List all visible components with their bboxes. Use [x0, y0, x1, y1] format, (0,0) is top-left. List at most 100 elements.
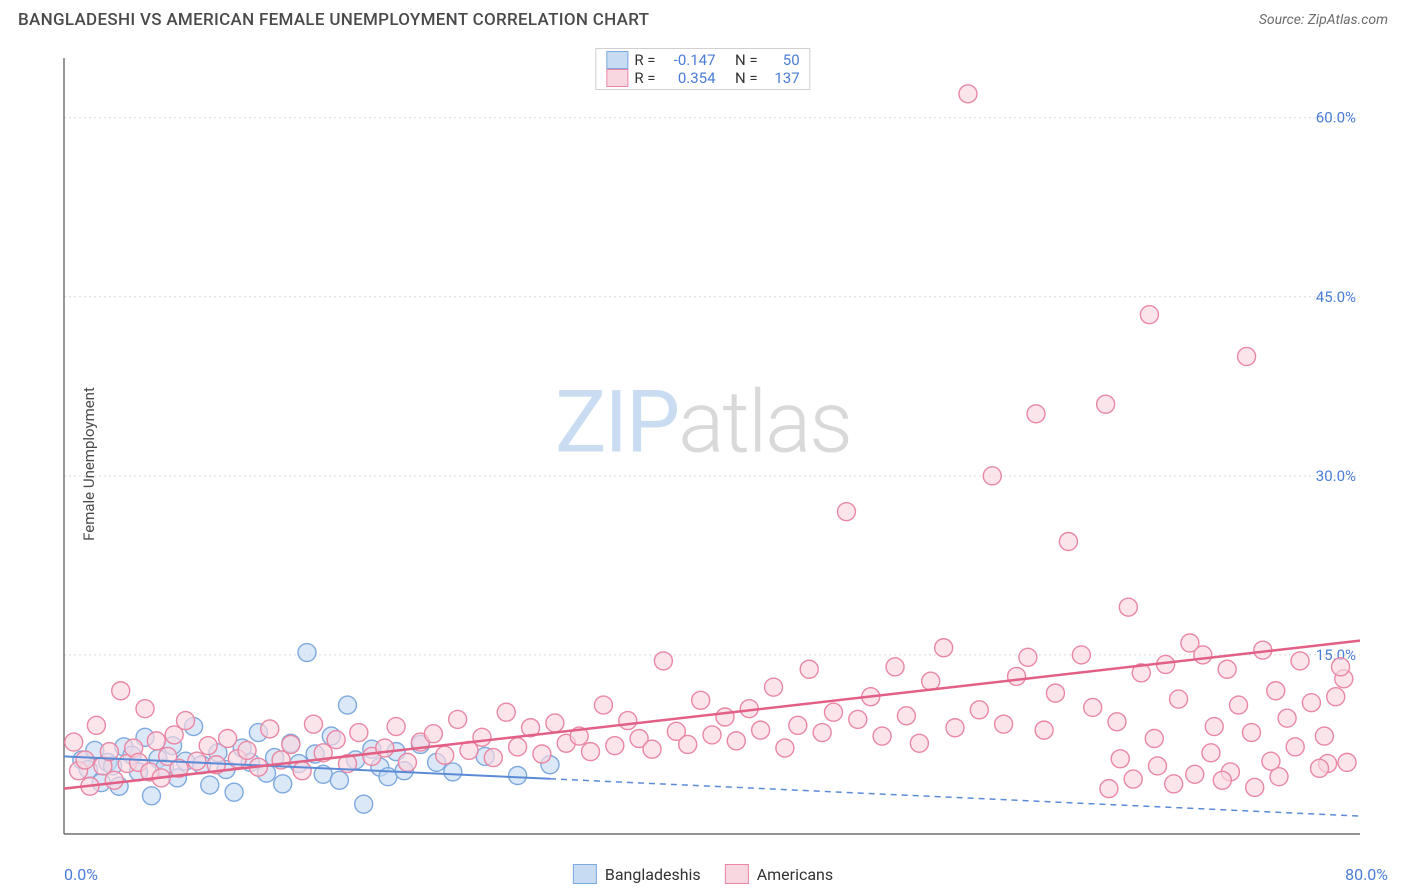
data-point: [1302, 694, 1320, 712]
source-attribution: Source: ZipAtlas.com: [1259, 12, 1388, 28]
data-point: [825, 703, 843, 721]
data-point: [1149, 757, 1167, 775]
data-point: [1097, 395, 1115, 413]
data-point: [449, 710, 467, 728]
legend-r-value: -0.147: [662, 51, 716, 69]
data-point: [1027, 405, 1045, 423]
data-point: [497, 703, 515, 721]
data-point: [1165, 775, 1183, 793]
data-point: [1124, 770, 1142, 788]
data-point: [619, 712, 637, 730]
legend-swatch: [606, 51, 628, 69]
data-point: [424, 725, 442, 743]
data-point: [225, 783, 243, 801]
data-point: [274, 775, 292, 793]
data-point: [606, 737, 624, 755]
correlation-legend: R =-0.147 N =50R =0.354 N =137: [595, 48, 810, 90]
data-point: [1230, 696, 1248, 714]
legend-n-value: 50: [764, 51, 800, 69]
data-point: [1035, 721, 1053, 739]
data-point: [65, 733, 83, 751]
data-point: [1291, 652, 1309, 670]
legend-swatch: [725, 864, 749, 884]
data-point: [327, 731, 345, 749]
data-point: [1072, 646, 1090, 664]
data-point: [350, 724, 368, 742]
data-point: [293, 762, 311, 780]
data-point: [1286, 738, 1304, 756]
data-point: [716, 708, 734, 726]
data-point: [1008, 667, 1026, 685]
data-point: [1119, 598, 1137, 616]
data-point: [1327, 688, 1345, 706]
data-point: [1238, 347, 1256, 365]
legend-series-label: Bangladeshis: [605, 865, 701, 884]
data-point: [765, 678, 783, 696]
legend-r-label: R =: [634, 51, 655, 69]
data-point: [776, 739, 794, 757]
legend-series-label: Americans: [757, 865, 833, 884]
data-point: [1084, 698, 1102, 716]
data-point: [995, 715, 1013, 733]
data-point: [922, 672, 940, 690]
legend-n-label: N =: [735, 69, 758, 87]
data-point: [1278, 709, 1296, 727]
data-point: [1332, 658, 1350, 676]
data-point: [1111, 750, 1129, 768]
data-point: [643, 740, 661, 758]
data-point: [1262, 752, 1280, 770]
data-point: [1242, 724, 1260, 742]
data-point: [199, 737, 217, 755]
data-point: [509, 738, 527, 756]
data-point: [910, 734, 928, 752]
data-point: [112, 682, 130, 700]
chart-container: Female Unemployment ZIPatlas 15.0%30.0%4…: [18, 44, 1388, 884]
data-point: [387, 718, 405, 736]
data-point: [1213, 771, 1231, 789]
data-point: [509, 767, 527, 785]
data-point: [679, 735, 697, 753]
legend-swatch: [573, 864, 597, 884]
data-point: [376, 739, 394, 757]
data-point: [398, 753, 416, 771]
data-point: [546, 714, 564, 732]
data-point: [1170, 690, 1188, 708]
legend-item: Americans: [725, 864, 833, 884]
data-point: [444, 763, 462, 781]
data-point: [789, 716, 807, 734]
y-tick-label: 60.0%: [1316, 109, 1356, 127]
scatter-chart: 15.0%30.0%45.0%60.0%: [18, 44, 1388, 884]
data-point: [87, 716, 105, 734]
data-point: [282, 735, 300, 753]
data-point: [142, 787, 160, 805]
data-point: [873, 727, 891, 745]
data-point: [800, 660, 818, 678]
data-point: [1046, 684, 1064, 702]
data-point: [946, 719, 964, 737]
trend-line-extrapolated: [550, 779, 1360, 816]
data-point: [1205, 718, 1223, 736]
data-point: [201, 776, 219, 794]
data-point: [188, 752, 206, 770]
source-label: Source:: [1259, 12, 1304, 28]
data-point: [473, 728, 491, 746]
data-point: [935, 639, 953, 657]
data-point: [136, 700, 154, 718]
y-axis-label: Female Unemployment: [80, 387, 98, 541]
legend-item: Bangladeshis: [573, 864, 701, 884]
legend-n-value: 137: [764, 69, 800, 87]
data-point: [298, 644, 316, 662]
data-point: [219, 729, 237, 747]
data-point: [177, 712, 195, 730]
data-point: [1246, 778, 1264, 796]
data-point: [1315, 727, 1333, 745]
data-point: [1019, 648, 1037, 666]
data-point: [1108, 713, 1126, 731]
legend-r-value: 0.354: [662, 69, 716, 87]
data-point: [147, 732, 165, 750]
x-axis-min-label: 0.0%: [64, 865, 98, 884]
data-point: [1194, 646, 1212, 664]
page-title: BANGLADESHI VS AMERICAN FEMALE UNEMPLOYM…: [18, 10, 649, 30]
data-point: [959, 85, 977, 103]
data-point: [1145, 729, 1163, 747]
